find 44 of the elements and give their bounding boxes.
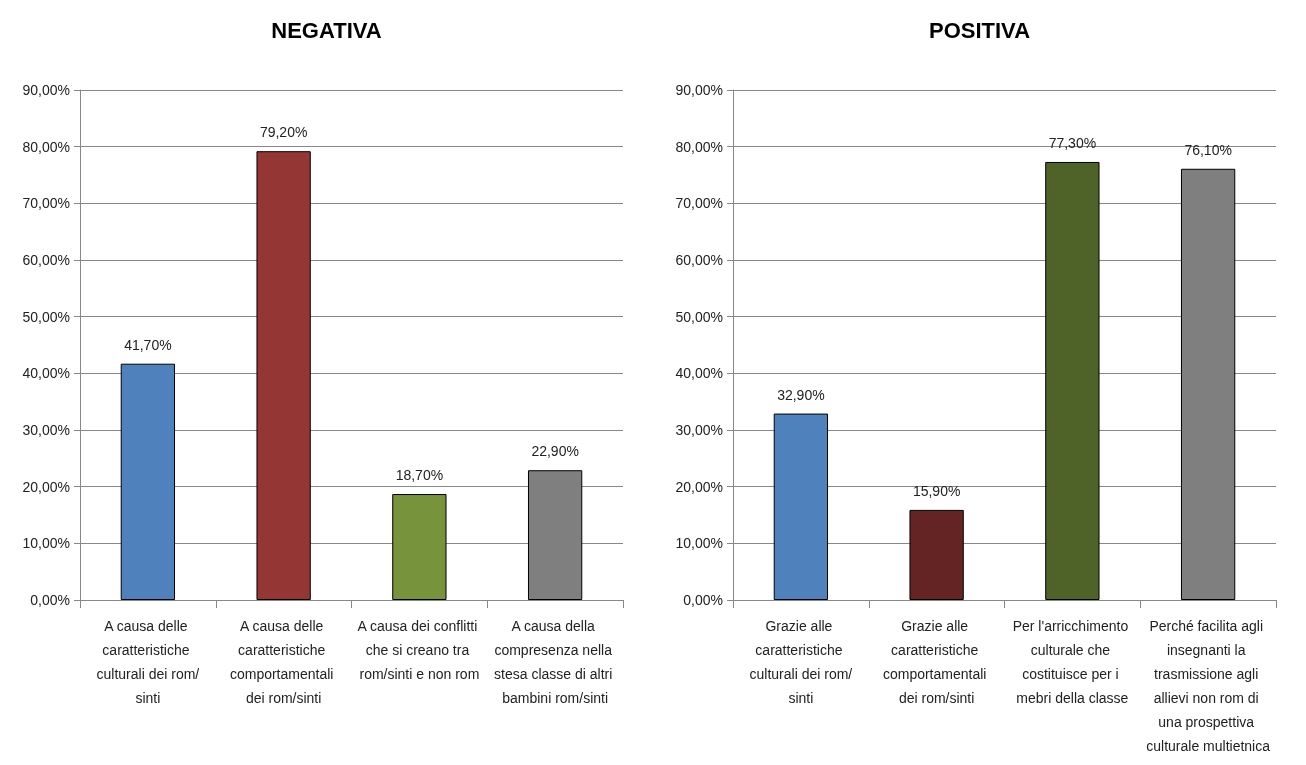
bar <box>120 363 176 600</box>
y-tick-label: 10,00% <box>22 535 70 552</box>
y-tick-label: 20,00% <box>675 478 723 495</box>
y-tick-label: 10,00% <box>675 535 723 552</box>
data-label: 32,90% <box>777 386 825 403</box>
x-tick-label: Perché facilita agli insegnanti la trasmissione agli allievi non rom di una prospettiva culturale multietnica <box>1146 618 1271 754</box>
bar <box>773 413 829 600</box>
y-tick-label: 0,00% <box>30 592 70 608</box>
data-label: 41,70% <box>124 336 172 353</box>
y-tick-label: 30,00% <box>675 422 723 438</box>
x-tick-label: A causa delle caratteristiche culturali dei rom/sinti <box>96 618 200 706</box>
y-tick-label: 60,00% <box>675 252 723 268</box>
y-tick-label: 0,00% <box>683 592 723 608</box>
chart-title: NEGATIVA <box>271 17 382 43</box>
data-label: 22,90% <box>531 443 579 460</box>
y-tick-label: 20,00% <box>22 478 70 495</box>
data-label: 79,20% <box>259 124 308 141</box>
x-tick-label: Grazie alle caratteristiche culturali dei rom/sinti <box>749 618 853 706</box>
y-tick-label: 50,00% <box>22 308 70 325</box>
x-tick-label: A causa dei conflitti che si creano tra rom/sinti e non rom <box>357 618 482 682</box>
y-tick-label: 40,00% <box>675 365 723 382</box>
x-tick-label: Grazie alle caratteristiche comportamentali dei rom/sinti <box>882 618 991 706</box>
y-tick-label: 90,00% <box>675 82 723 98</box>
y-tick-label: 30,00% <box>22 422 70 438</box>
y-tick-label: 80,00% <box>675 138 723 155</box>
data-label: 76,10% <box>1184 141 1232 158</box>
bar <box>256 151 311 600</box>
data-label: 18,70% <box>395 467 444 484</box>
y-tick-label: 70,00% <box>22 195 70 212</box>
x-tick-label: Per l'arricchimento culturale che costituisce per i mebri della classe <box>1012 618 1133 706</box>
data-label: 77,30% <box>1048 134 1097 151</box>
bar <box>909 509 964 600</box>
bar <box>392 494 447 600</box>
chart-title: POSITIVA <box>928 17 1031 43</box>
y-tick-label: 60,00% <box>22 252 70 268</box>
y-tick-label: 70,00% <box>675 195 723 212</box>
y-tick-label: 40,00% <box>22 365 70 382</box>
data-label: 15,90% <box>912 482 961 499</box>
y-tick-label: 90,00% <box>22 82 70 98</box>
y-tick-label: 50,00% <box>675 308 723 325</box>
bar <box>1045 161 1100 600</box>
x-tick-label: A causa della compresenza nella stesa classe di altri bambini rom/sinti <box>494 618 617 706</box>
y-tick-label: 80,00% <box>22 138 70 155</box>
x-tick-label: A causa delle caratteristiche comportamentali dei rom/sinti <box>229 618 338 706</box>
